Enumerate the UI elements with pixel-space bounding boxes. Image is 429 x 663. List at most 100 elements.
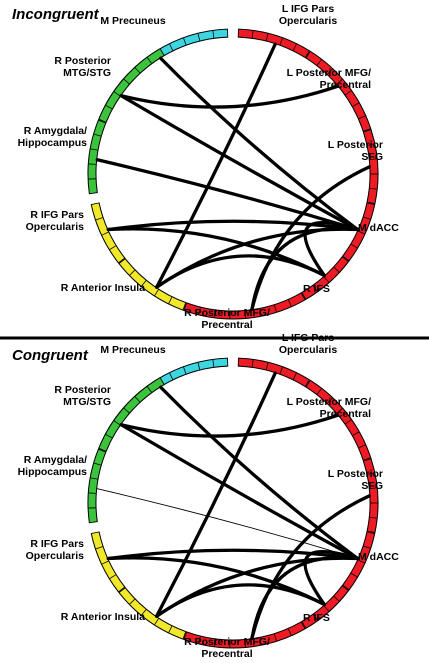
- ring-segment-lpsfg: [364, 130, 378, 204]
- ring-tick: [313, 285, 318, 292]
- ring-tick: [134, 396, 141, 403]
- ring-tick: [169, 372, 174, 380]
- ring-tick: [251, 30, 254, 38]
- region-label-rifgpo: R IFG Pars Opercularis: [26, 538, 85, 562]
- region-label-mdacc: M dACC: [358, 222, 399, 234]
- ring-tick: [197, 362, 201, 370]
- ring-tick: [265, 362, 269, 370]
- connection-lpmfg-rpmtg: [119, 413, 340, 438]
- ring-tick: [279, 367, 283, 374]
- ring-tick: [147, 57, 152, 64]
- ring-outline-rpmtg: [98, 376, 165, 452]
- ring-tick: [358, 444, 366, 449]
- connection-rifgpo-mdacc: [106, 548, 360, 561]
- ring-segment-rains: [119, 259, 186, 310]
- ring-tick: [213, 310, 216, 318]
- region-label-rpmfg: R Posterior MFG/Precentral: [184, 636, 270, 660]
- region-label-lifgpo: L IFG Pars Opercularis: [279, 3, 338, 27]
- ring-segment-lpsfg: [364, 459, 378, 533]
- ring-segment-lifgpo: [238, 358, 309, 386]
- connection-rifs-mdacc: [303, 549, 360, 607]
- connection-lifgpo-rains: [155, 371, 277, 618]
- ring-tick: [105, 434, 113, 439]
- connection-mprec-mdacc: [159, 385, 360, 561]
- ring-tick: [93, 133, 101, 137]
- ring-tick: [327, 68, 333, 75]
- ring-tick: [363, 545, 371, 549]
- region-label-rifs: R IFS: [303, 283, 330, 295]
- ring-tick: [109, 574, 116, 579]
- connection-ramyg-mdacc: [96, 488, 359, 559]
- region-label-lpsfg: L Posterior SFG: [328, 468, 383, 492]
- region-label-lpmfg: L Posterior MFG/Precentral: [287, 396, 371, 420]
- ring-tick: [183, 367, 187, 374]
- ring-tick: [95, 546, 103, 550]
- connection-rifgpo-rifs: [106, 556, 326, 607]
- ring-tick: [316, 388, 322, 395]
- ring-tick: [288, 628, 292, 636]
- ring-segment-lifgpo: [238, 29, 309, 57]
- ring-tick: [345, 90, 352, 96]
- ring-tick: [95, 217, 103, 221]
- connection-lifgpo-rains: [155, 42, 277, 289]
- connection-rifgpo-mdacc: [106, 219, 360, 232]
- ring-tick: [367, 472, 375, 475]
- ring-segment-lpmfg: [306, 380, 371, 460]
- ring-tick: [101, 560, 109, 565]
- ring-tick: [154, 618, 159, 625]
- ring-tick: [273, 634, 277, 641]
- connection-rifgpo-rifs: [106, 227, 326, 278]
- ring-tick: [357, 230, 365, 235]
- ring-tick: [93, 462, 101, 466]
- ring-tick: [369, 187, 377, 190]
- region-label-mprec: M Precuneus: [100, 15, 166, 27]
- ring-tick: [123, 78, 130, 85]
- ring-tick: [198, 636, 201, 644]
- ring-tick: [273, 305, 277, 312]
- ring-tick: [363, 216, 371, 220]
- ring-tick: [292, 43, 297, 51]
- ring-segment-ramyg: [88, 449, 106, 523]
- ring-tick: [134, 67, 141, 74]
- ring-tick: [129, 598, 136, 605]
- ring-tick: [369, 516, 377, 519]
- ring-tick: [333, 267, 340, 273]
- region-label-rains: R Anterior Insula: [61, 282, 145, 294]
- region-label-lifgpo: L IFG Pars Opercularis: [279, 332, 338, 356]
- region-label-lpmfg: L Posterior MFG/Precentral: [287, 67, 371, 91]
- ring-tick: [352, 431, 360, 436]
- connection-rpmtg-mdacc: [119, 423, 360, 561]
- ring-tick: [213, 639, 216, 647]
- ring-tick: [212, 359, 215, 367]
- ring-tick: [292, 372, 297, 380]
- ring-segment-rains: [119, 588, 186, 639]
- region-label-lpsfg: L Posterior SFG: [328, 139, 383, 163]
- ring-tick: [313, 614, 318, 621]
- ring-tick: [345, 419, 352, 425]
- ring-tick: [336, 408, 343, 414]
- panel-incongruent: Incongruent M Precuneus L IFG Pars Opercul…: [12, 3, 399, 331]
- ring-tick: [350, 243, 358, 249]
- ring-tick: [141, 609, 147, 616]
- ring-tick: [169, 43, 174, 51]
- region-label-ramyg: R Amygdala/Hippocampus: [18, 125, 88, 149]
- ring-tick: [183, 38, 187, 45]
- region-label-rpmtg: R Posterior MTG/STG: [54, 384, 111, 408]
- ring-tick: [168, 625, 173, 633]
- connection-rains-rifs: [155, 254, 326, 289]
- connection-rpmfg-mdacc: [250, 226, 360, 311]
- connection-rifs-mdacc: [303, 220, 360, 278]
- ring-tick: [367, 143, 375, 146]
- region-label-mprec: M Precuneus: [100, 344, 166, 356]
- ring-tick: [369, 487, 377, 490]
- ring-tick: [288, 299, 292, 307]
- ring-tick: [123, 407, 130, 414]
- ring-tick: [244, 639, 246, 647]
- ring-tick: [316, 59, 322, 66]
- ring-tick: [198, 307, 201, 315]
- connection-ramyg-mdacc: [95, 158, 360, 232]
- connection-rpmfg-mdacc: [250, 555, 360, 640]
- ring-tick: [265, 33, 269, 41]
- connection-lpmfg-rpmtg: [119, 84, 340, 109]
- ring-tick: [336, 79, 343, 85]
